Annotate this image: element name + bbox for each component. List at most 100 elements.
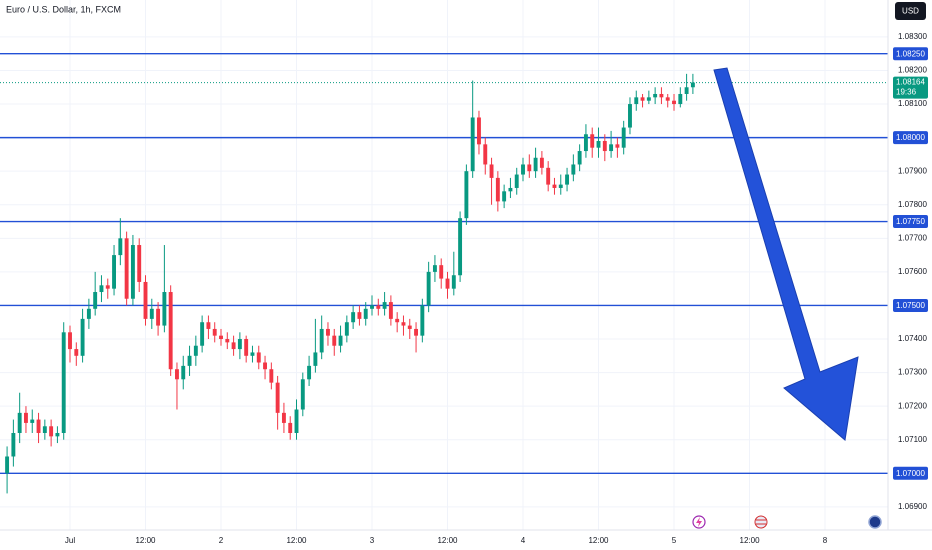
candle-body <box>99 285 104 293</box>
candle-body <box>112 255 116 289</box>
x-tick-label: 12:00 <box>588 536 609 545</box>
level-label-bg <box>893 47 928 61</box>
candle-body <box>288 422 293 433</box>
candle-body <box>269 369 274 383</box>
level-label-bg <box>893 131 928 145</box>
candle-body <box>583 134 588 152</box>
event-icon-us[interactable] <box>754 515 768 529</box>
event-icons <box>692 515 882 529</box>
y-tick-label: 1.07200 <box>898 401 927 410</box>
candle-body <box>168 292 173 370</box>
candle-body <box>332 335 337 346</box>
candle-body <box>5 456 10 474</box>
level-label: 1.07500 <box>896 301 925 310</box>
x-tick-label: 12:00 <box>135 536 156 545</box>
candle-body <box>690 82 695 88</box>
candle-body <box>93 292 98 309</box>
candle-body <box>30 419 35 423</box>
candle-body <box>124 238 129 299</box>
candle-body <box>24 412 28 423</box>
candle-body <box>489 164 494 178</box>
event-icon-eu[interactable] <box>868 515 882 529</box>
candle-body <box>414 328 419 336</box>
candle-body <box>420 305 425 336</box>
level-label: 1.08000 <box>896 133 925 142</box>
candle-body <box>175 369 179 380</box>
x-tick-label: 2 <box>219 536 224 545</box>
y-tick-label: 1.08200 <box>898 66 927 75</box>
candle-body <box>577 151 582 165</box>
grid <box>0 0 888 530</box>
candle-body <box>193 345 198 356</box>
level-label-bg <box>893 298 928 312</box>
candle-body <box>558 184 563 188</box>
candle-body <box>571 164 576 175</box>
candle-body <box>219 335 223 340</box>
candle-body <box>281 412 286 423</box>
currency-button[interactable]: USD <box>895 2 926 20</box>
candle-body <box>11 432 16 457</box>
candle-body <box>395 318 400 323</box>
candle-body <box>495 177 500 202</box>
y-tick-label: 1.07400 <box>898 334 927 343</box>
candle-body <box>263 362 267 370</box>
candle-body <box>388 302 393 319</box>
x-tick-label: 12:00 <box>437 536 458 545</box>
candle-body <box>609 144 614 152</box>
candle-body <box>225 339 230 343</box>
candle-body <box>653 93 658 98</box>
candle-body <box>61 332 66 433</box>
candle-body <box>351 312 356 323</box>
y-tick-label: 1.07300 <box>898 368 927 377</box>
candle-body <box>552 184 557 188</box>
y-tick-label: 1.07600 <box>898 267 927 276</box>
candle-body <box>382 302 387 309</box>
candle-body <box>502 191 507 202</box>
candle-body <box>256 352 261 363</box>
candle-body <box>156 308 161 326</box>
candle-body <box>49 426 54 437</box>
candle-body <box>300 379 305 410</box>
candle-body <box>105 285 110 289</box>
candle-body <box>684 87 689 94</box>
candle-body <box>470 117 475 172</box>
candle-body <box>74 349 79 356</box>
level-label: 1.07000 <box>896 469 925 478</box>
candle-body <box>451 275 456 289</box>
candle-body <box>546 167 551 185</box>
candle-body <box>646 97 651 101</box>
candle-body <box>200 322 205 346</box>
currency-button-bg[interactable] <box>895 2 926 20</box>
candle-body <box>80 318 85 356</box>
candle-body <box>313 352 318 366</box>
candle-body <box>42 426 47 433</box>
candle-body <box>231 342 236 350</box>
candle-body <box>477 117 481 145</box>
candle-body <box>590 134 595 148</box>
candle-body <box>294 409 299 433</box>
candle-body <box>458 218 463 276</box>
x-tick-label: 12:00 <box>286 536 307 545</box>
y-tick-label: 1.06900 <box>898 502 927 511</box>
axes: 1.08300 1.08200 1.08100 1.07900 1.07800 1.077… <box>65 32 928 545</box>
x-tick-label: 3 <box>370 536 375 545</box>
candle-body <box>401 322 406 326</box>
y-tick-label: 1.07800 <box>898 200 927 209</box>
candle-body <box>539 157 544 168</box>
currency-button-label[interactable]: USD <box>902 7 919 16</box>
candle-body <box>68 332 72 350</box>
candle-body <box>370 305 374 309</box>
candle-body <box>678 93 683 105</box>
candle-body <box>143 281 148 319</box>
chart-title: Euro / U.S. Dollar, 1h, FXCM <box>6 4 121 14</box>
candle-body <box>521 164 525 175</box>
candle-body <box>17 412 22 433</box>
candle-body <box>565 174 570 185</box>
candle-body <box>596 140 601 148</box>
candle-body <box>86 308 91 319</box>
y-tick-label: 1.07100 <box>898 435 927 444</box>
candle-body <box>250 352 255 356</box>
level-label: 1.07750 <box>896 217 925 226</box>
event-icon-bolt <box>696 517 702 527</box>
